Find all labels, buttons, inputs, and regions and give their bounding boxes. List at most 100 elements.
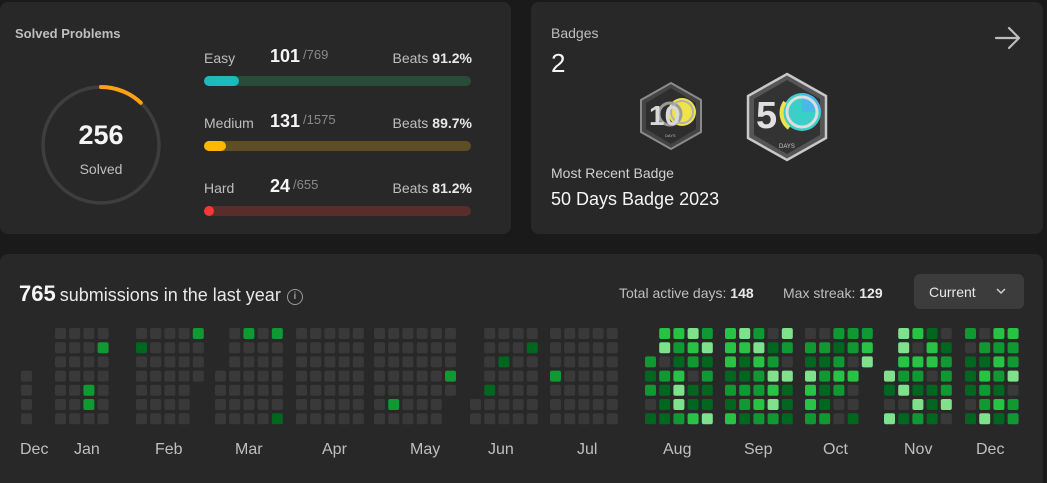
- calendar-day-cell[interactable]: [578, 356, 590, 368]
- calendar-day-cell[interactable]: [338, 328, 350, 339]
- calendar-day-cell[interactable]: [352, 370, 364, 382]
- year-select-dropdown[interactable]: Current: [914, 274, 1024, 309]
- calendar-day-cell[interactable]: [965, 413, 976, 425]
- calendar-day-cell[interactable]: [271, 399, 283, 410]
- calendar-day-cell[interactable]: [164, 413, 176, 425]
- calendar-day-cell[interactable]: [659, 370, 671, 382]
- calendar-day-cell[interactable]: [926, 342, 938, 354]
- badge-50-days-icon[interactable]: 5 DAYS: [745, 72, 829, 162]
- calendar-day-cell[interactable]: [926, 328, 938, 339]
- calendar-day-cell[interactable]: [352, 384, 364, 396]
- calendar-day-cell[interactable]: [69, 413, 81, 425]
- calendar-day-cell[interactable]: [1007, 328, 1019, 339]
- calendar-day-cell[interactable]: [833, 356, 845, 368]
- calendar-day-cell[interactable]: [498, 384, 510, 396]
- calendar-day-cell[interactable]: [257, 370, 269, 382]
- calendar-day-cell[interactable]: [592, 356, 604, 368]
- calendar-day-cell[interactable]: [564, 342, 576, 354]
- calendar-day-cell[interactable]: [215, 399, 226, 410]
- calendar-day-cell[interactable]: [243, 356, 255, 368]
- calendar-day-cell[interactable]: [898, 328, 910, 339]
- calendar-day-cell[interactable]: [150, 370, 162, 382]
- calendar-day-cell[interactable]: [993, 328, 1005, 339]
- calendar-day-cell[interactable]: [150, 328, 162, 339]
- calendar-day-cell[interactable]: [136, 399, 147, 410]
- calendar-day-cell[interactable]: [687, 342, 699, 354]
- calendar-day-cell[interactable]: [687, 356, 699, 368]
- calendar-day-cell[interactable]: [926, 384, 938, 396]
- calendar-day-cell[interactable]: [310, 384, 322, 396]
- calendar-day-cell[interactable]: [965, 342, 976, 354]
- calendar-day-cell[interactable]: [445, 328, 456, 339]
- calendar-day-cell[interactable]: [993, 384, 1005, 396]
- calendar-day-cell[interactable]: [833, 399, 845, 410]
- calendar-day-cell[interactable]: [767, 328, 779, 339]
- calendar-day-cell[interactable]: [83, 356, 95, 368]
- calendar-day-cell[interactable]: [55, 342, 66, 354]
- calendar-day-cell[interactable]: [805, 384, 816, 396]
- calendar-day-cell[interactable]: [484, 399, 496, 410]
- calendar-day-cell[interactable]: [898, 342, 910, 354]
- calendar-day-cell[interactable]: [271, 413, 283, 425]
- calendar-day-cell[interactable]: [445, 384, 456, 396]
- calendar-day-cell[interactable]: [1007, 399, 1019, 410]
- calendar-day-cell[interactable]: [136, 384, 147, 396]
- calendar-day-cell[interactable]: [564, 399, 576, 410]
- calendar-day-cell[interactable]: [645, 370, 656, 382]
- calendar-day-cell[interactable]: [374, 356, 385, 368]
- calendar-day-cell[interactable]: [83, 413, 95, 425]
- calendar-day-cell[interactable]: [402, 384, 414, 396]
- calendar-day-cell[interactable]: [374, 342, 385, 354]
- calendar-day-cell[interactable]: [352, 356, 364, 368]
- calendar-day-cell[interactable]: [550, 370, 561, 382]
- calendar-day-cell[interactable]: [993, 342, 1005, 354]
- calendar-day-cell[interactable]: [673, 328, 685, 339]
- calendar-day-cell[interactable]: [659, 356, 671, 368]
- calendar-day-cell[interactable]: [21, 399, 32, 410]
- calendar-day-cell[interactable]: [564, 370, 576, 382]
- calendar-day-cell[interactable]: [374, 384, 385, 396]
- calendar-day-cell[interactable]: [310, 413, 322, 425]
- calendar-day-cell[interactable]: [861, 328, 873, 339]
- calendar-day-cell[interactable]: [55, 413, 66, 425]
- badges-card[interactable]: Badges 2 10 DAYS 5 DAYS Most Recent Badg…: [531, 2, 1043, 234]
- calendar-day-cell[interactable]: [940, 356, 952, 368]
- calendar-day-cell[interactable]: [781, 370, 793, 382]
- calendar-day-cell[interactable]: [512, 370, 524, 382]
- calendar-day-cell[interactable]: [416, 356, 428, 368]
- calendar-day-cell[interactable]: [136, 413, 147, 425]
- calendar-day-cell[interactable]: [136, 370, 147, 382]
- calendar-day-cell[interactable]: [847, 356, 859, 368]
- calendar-day-cell[interactable]: [753, 399, 765, 410]
- calendar-day-cell[interactable]: [324, 370, 336, 382]
- calendar-day-cell[interactable]: [416, 399, 428, 410]
- calendar-day-cell[interactable]: [781, 342, 793, 354]
- calendar-day-cell[interactable]: [898, 384, 910, 396]
- calendar-day-cell[interactable]: [445, 370, 456, 382]
- difficulty-medium[interactable]: Medium 131/1575 Beats 89.7%: [204, 111, 472, 151]
- calendar-day-cell[interactable]: [673, 342, 685, 354]
- calendar-day-cell[interactable]: [606, 328, 618, 339]
- calendar-day-cell[interactable]: [940, 342, 952, 354]
- calendar-day-cell[interactable]: [445, 342, 456, 354]
- calendar-day-cell[interactable]: [150, 413, 162, 425]
- calendar-day-cell[interactable]: [338, 356, 350, 368]
- calendar-day-cell[interactable]: [21, 370, 32, 382]
- calendar-day-cell[interactable]: [912, 384, 924, 396]
- calendar-day-cell[interactable]: [150, 342, 162, 354]
- calendar-day-cell[interactable]: [229, 342, 241, 354]
- calendar-day-cell[interactable]: [550, 342, 561, 354]
- calendar-day-cell[interactable]: [606, 342, 618, 354]
- calendar-day-cell[interactable]: [526, 328, 538, 339]
- calendar-day-cell[interactable]: [324, 399, 336, 410]
- calendar-day-cell[interactable]: [215, 413, 226, 425]
- calendar-day-cell[interactable]: [445, 356, 456, 368]
- calendar-day-cell[interactable]: [484, 356, 496, 368]
- calendar-day-cell[interactable]: [338, 342, 350, 354]
- difficulty-hard[interactable]: Hard 24/655 Beats 81.2%: [204, 176, 472, 216]
- calendar-day-cell[interactable]: [164, 384, 176, 396]
- calendar-day-cell[interactable]: [767, 384, 779, 396]
- calendar-day-cell[interactable]: [150, 399, 162, 410]
- calendar-day-cell[interactable]: [178, 328, 190, 339]
- calendar-day-cell[interactable]: [659, 342, 671, 354]
